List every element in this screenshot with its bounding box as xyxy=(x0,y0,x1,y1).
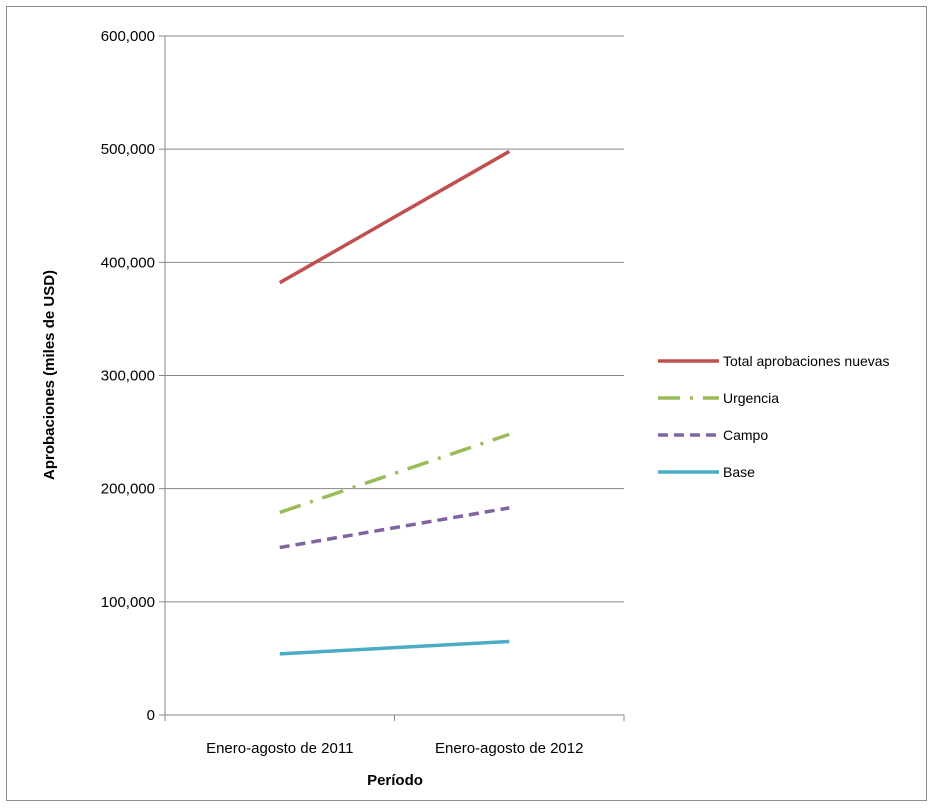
legend-label: Total aprobaciones nuevas xyxy=(723,353,890,369)
y-axis-title: Aprobaciones (miles de USD) xyxy=(41,270,58,480)
series-line xyxy=(279,506,510,550)
y-tick-label: 500,000 xyxy=(101,141,155,158)
series-line xyxy=(279,432,510,515)
series-lines xyxy=(278,149,511,656)
y-tick-labels: 0 100,000 200,000 300,000 400,000 500,000 600,… xyxy=(101,28,155,724)
y-tick-label: 400,000 xyxy=(101,254,155,271)
y-tick-label: 0 xyxy=(147,707,155,724)
chart-frame xyxy=(6,6,927,801)
legend-label: Urgencia xyxy=(723,390,779,406)
series-line xyxy=(278,149,511,285)
x-tick-label: Enero-agosto de 2011 xyxy=(206,740,353,757)
y-tick-label: 300,000 xyxy=(101,368,155,385)
x-axis-title: Período xyxy=(367,772,423,789)
x-tick-labels: Enero-agosto de 2011 Enero-agosto de 2012 xyxy=(206,740,583,757)
legend: Total aprobaciones nuevas Urgencia Campo Ba… xyxy=(658,353,890,480)
series-line xyxy=(279,639,510,656)
y-tick-label: 600,000 xyxy=(101,28,155,45)
y-tick-label: 100,000 xyxy=(101,594,155,611)
x-tick-label: Enero-agosto de 2012 xyxy=(435,740,583,757)
gridlines xyxy=(165,35,624,603)
legend-label: Base xyxy=(723,464,755,480)
legend-label: Campo xyxy=(723,427,768,443)
axes xyxy=(159,35,625,721)
y-tick-label: 200,000 xyxy=(101,481,155,498)
